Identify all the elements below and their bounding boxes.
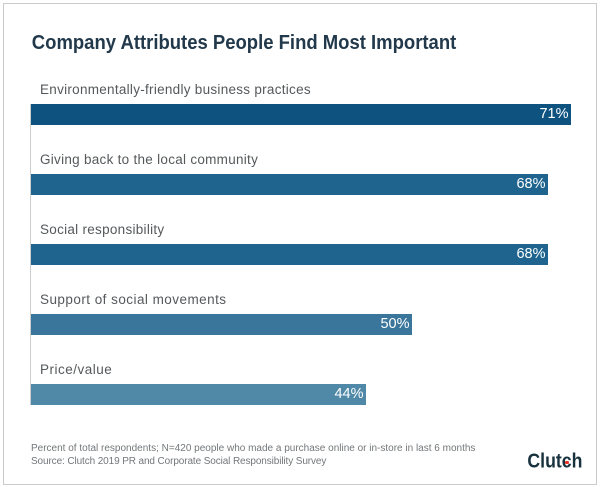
svg-text:Company Attributes People Find: Company Attributes People Find Most Impo… [32, 32, 457, 54]
svg-text:Clutch: Clutch [527, 451, 582, 473]
